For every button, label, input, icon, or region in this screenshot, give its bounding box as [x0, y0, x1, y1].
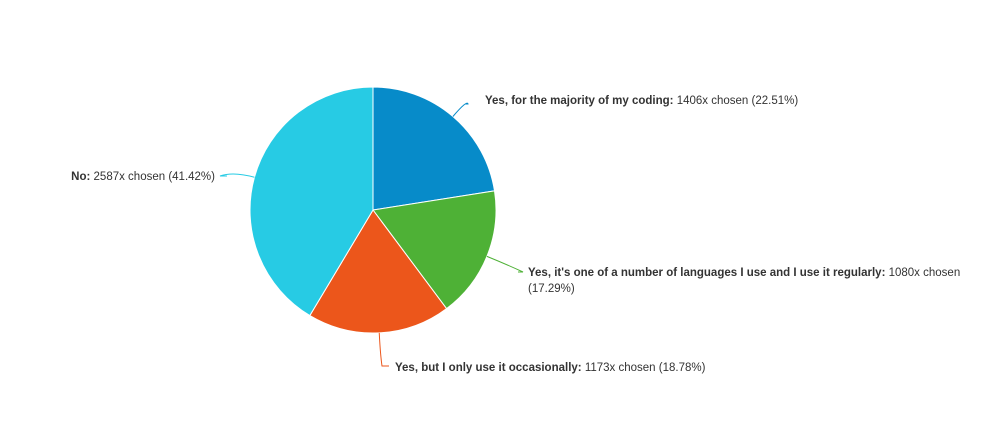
leader-line	[452, 102, 469, 117]
slices-layer	[249, 86, 497, 334]
slice-label-value-continued: (17.29%)	[528, 283, 575, 295]
pie-slice	[249, 86, 374, 317]
slice-label-name: Yes, for the majority of my coding:	[485, 95, 674, 107]
pie-slice	[372, 86, 496, 211]
slice-label-name: No:	[71, 171, 90, 183]
pie-slice	[309, 209, 448, 334]
slice-label: Yes, but I only use it occasionally: 117…	[395, 362, 706, 374]
slice-label-value: 1080x chosen	[885, 267, 960, 279]
leader-line	[378, 332, 389, 367]
slice-label-name: Yes, but I only use it occasionally:	[395, 362, 582, 374]
leader-lines-layer	[219, 102, 524, 367]
slice-label: No: 2587x chosen (41.42%)	[71, 171, 215, 183]
leader-line	[219, 173, 255, 178]
slice-label-value: 1173x chosen (18.78%)	[582, 362, 706, 374]
slice-label: Yes, it's one of a number of languages I…	[528, 267, 960, 295]
slice-label-value: 2587x chosen (41.42%)	[90, 171, 215, 183]
slice-label-name: Yes, it's one of a number of languages I…	[528, 267, 885, 279]
leader-line	[486, 255, 524, 273]
pie-slice	[372, 190, 497, 310]
labels-layer: Yes, for the majority of my coding: 1406…	[71, 95, 960, 374]
slice-label: Yes, for the majority of my coding: 1406…	[485, 95, 798, 107]
slice-label-value: 1406x chosen (22.51%)	[674, 95, 799, 107]
